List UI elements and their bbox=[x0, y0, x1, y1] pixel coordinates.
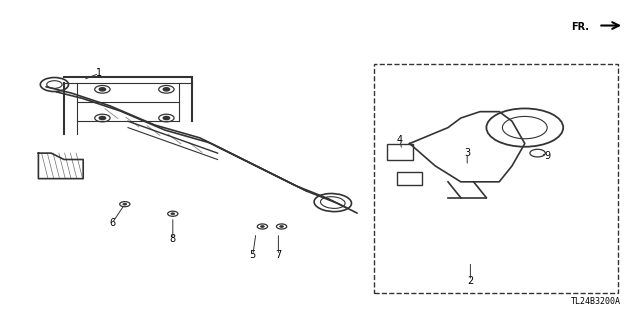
Text: 9: 9 bbox=[544, 151, 550, 161]
Circle shape bbox=[163, 88, 170, 91]
Text: 3: 3 bbox=[464, 148, 470, 158]
Text: FR.: FR. bbox=[571, 22, 589, 32]
Circle shape bbox=[99, 116, 106, 120]
Bar bbox=[387, 144, 413, 160]
Text: 6: 6 bbox=[109, 218, 115, 228]
Bar bbox=[397, 172, 422, 185]
Text: 7: 7 bbox=[275, 250, 282, 260]
Circle shape bbox=[123, 203, 127, 205]
Circle shape bbox=[171, 213, 175, 215]
Circle shape bbox=[260, 226, 264, 227]
Text: 4: 4 bbox=[397, 135, 403, 145]
Circle shape bbox=[99, 88, 106, 91]
Text: TL24B3200A: TL24B3200A bbox=[571, 297, 621, 306]
Text: 2: 2 bbox=[467, 276, 474, 286]
Circle shape bbox=[163, 116, 170, 120]
Text: 5: 5 bbox=[250, 250, 256, 260]
Text: 1: 1 bbox=[96, 68, 102, 78]
Circle shape bbox=[280, 226, 284, 227]
Bar bbox=[374, 64, 618, 293]
Text: 8: 8 bbox=[170, 234, 176, 244]
